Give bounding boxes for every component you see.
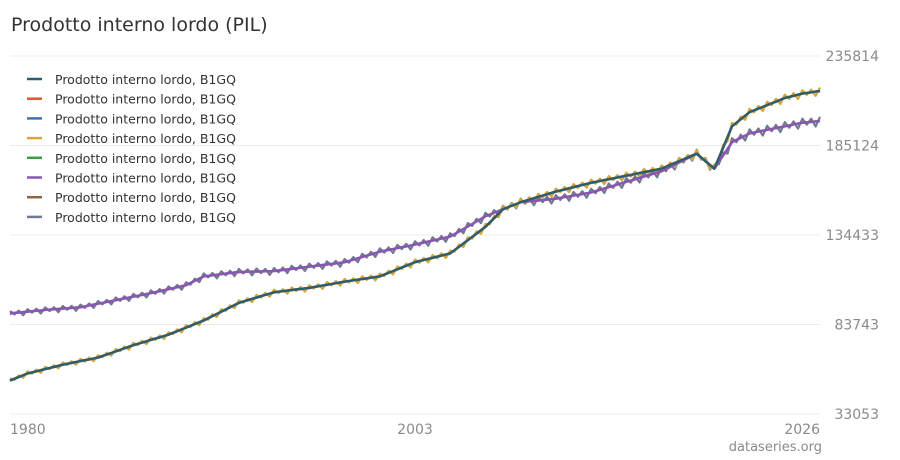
legend-label: Prodotto interno lordo, B1GQ xyxy=(55,151,236,166)
y-tick-label: 235814 xyxy=(826,49,880,65)
legend-label: Prodotto interno lordo, B1GQ xyxy=(55,72,236,87)
x-tick-label: 1980 xyxy=(10,422,46,438)
grid-lines xyxy=(10,55,820,415)
legend-label: Prodotto interno lordo, B1GQ xyxy=(55,92,236,107)
y-tick-label: 83743 xyxy=(834,318,879,334)
chart-title: Prodotto interno lordo (PIL) xyxy=(11,14,268,36)
x-tick-label: 2026 xyxy=(784,422,820,438)
legend-label: Prodotto interno lordo, B1GQ xyxy=(55,171,236,186)
y-axis-ticks: 235814 185124 134433 83743 33053 xyxy=(826,49,880,423)
y-tick-label: 134433 xyxy=(826,228,879,244)
series-line xyxy=(9,89,821,382)
x-axis-ticks: 1980 2003 2026 xyxy=(10,422,820,438)
y-tick-label: 33053 xyxy=(834,407,879,423)
legend-label: Prodotto interno lordo, B1GQ xyxy=(55,210,236,225)
legend-label: Prodotto interno lordo, B1GQ xyxy=(55,131,236,146)
legend-label: Prodotto interno lordo, B1GQ xyxy=(55,111,236,126)
watermark: dataseries.org xyxy=(728,440,822,455)
legend: Prodotto interno lordo, B1GQ Prodotto int… xyxy=(27,72,236,225)
y-tick-label: 185124 xyxy=(826,138,880,154)
legend-label: Prodotto interno lordo, B1GQ xyxy=(55,190,236,205)
series-lines xyxy=(9,86,821,382)
x-tick-label: 2003 xyxy=(397,422,433,438)
